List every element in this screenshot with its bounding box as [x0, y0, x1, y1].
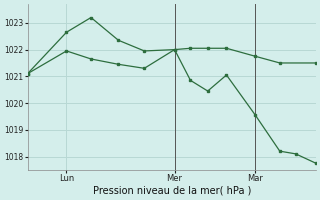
- X-axis label: Pression niveau de la mer( hPa ): Pression niveau de la mer( hPa ): [92, 186, 251, 196]
